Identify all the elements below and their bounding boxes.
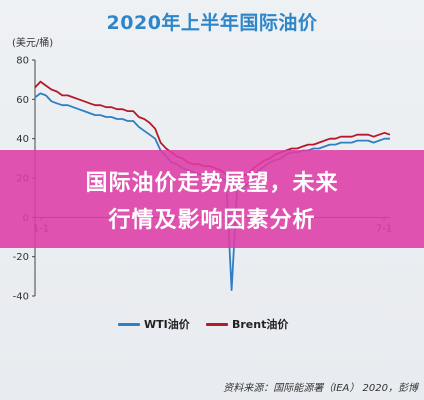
legend-item-wti: WTI油价	[118, 316, 190, 332]
y-tick-label: -20	[13, 252, 29, 263]
banner-line-2: 行情及影响因素分析	[108, 208, 316, 233]
source-note: 资料来源：国际能源署（IEA） 2020，彭博	[223, 383, 418, 394]
y-tick-label: -40	[13, 292, 29, 303]
legend-label-brent: Brent油价	[232, 318, 289, 331]
y-tick-label: 80	[16, 56, 29, 67]
legend-swatch-wti	[118, 322, 140, 326]
y-axis-unit-label: (美元/桶)	[12, 38, 54, 49]
chart-title: 2020年上半年国际油价	[106, 12, 318, 34]
banner-line-1: 国际油价走势展望，未来	[85, 171, 339, 196]
chart-legend: WTI油价 Brent油价	[0, 316, 424, 332]
legend-item-brent: Brent油价	[206, 316, 288, 332]
y-tick-label: 60	[16, 95, 29, 106]
y-tick-label: 40	[16, 134, 29, 145]
legend-swatch-brent	[206, 322, 228, 326]
headline-banner: 国际油价走势展望，未来 行情及影响因素分析	[0, 150, 424, 248]
legend-label-wti: WTI油价	[144, 318, 190, 331]
